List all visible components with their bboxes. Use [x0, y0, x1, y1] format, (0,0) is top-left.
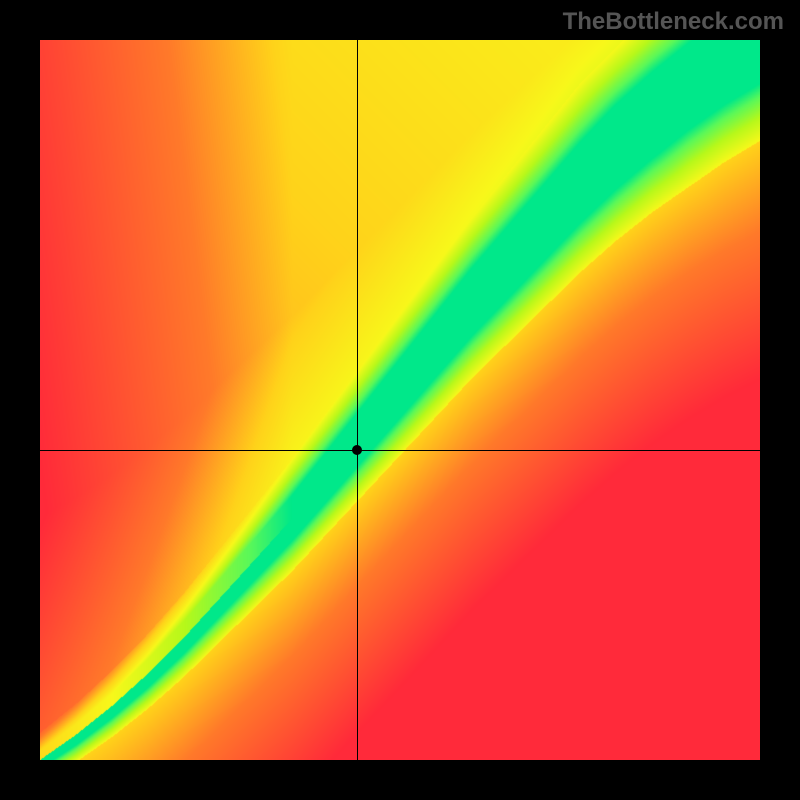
heatmap-plot-area	[40, 40, 760, 760]
watermark-text: TheBottleneck.com	[563, 8, 784, 36]
crosshair-marker	[352, 445, 362, 455]
crosshair-horizontal-line	[40, 450, 760, 451]
crosshair-vertical-line	[357, 40, 358, 760]
heatmap-canvas	[40, 40, 760, 760]
